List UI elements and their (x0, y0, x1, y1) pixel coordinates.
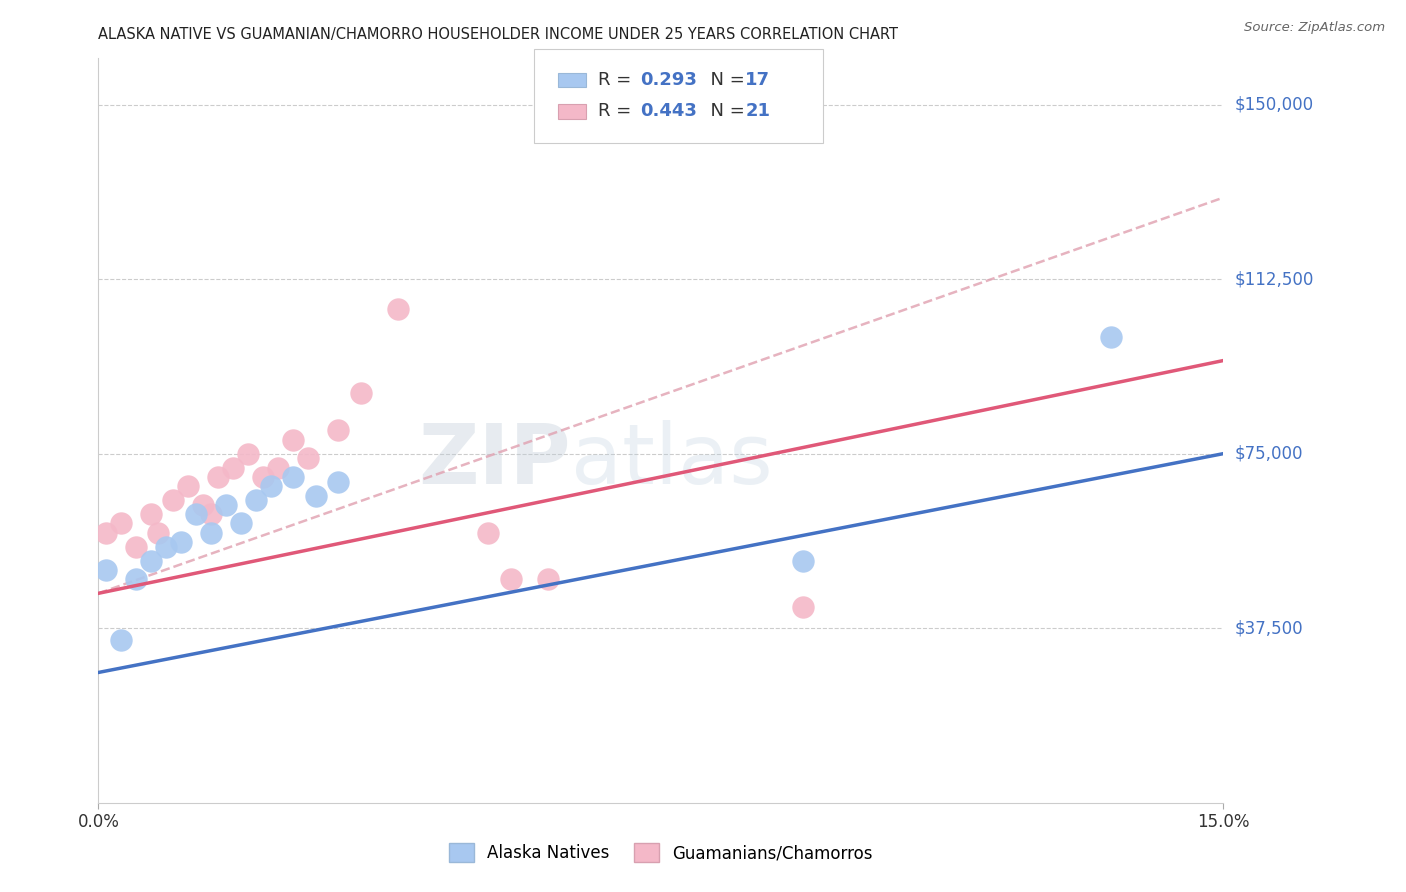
Text: 0.293: 0.293 (640, 71, 696, 89)
Point (252, 470, 274, 484)
Text: $150,000: $150,000 (1234, 95, 1313, 113)
Text: $112,500: $112,500 (1234, 270, 1313, 288)
Point (155, 540, 177, 554)
Point (170, 535, 193, 549)
Point (328, 475, 350, 489)
Text: N =: N = (699, 103, 751, 120)
Point (200, 525, 222, 540)
Point (1099, 330, 1122, 344)
Point (792, 600, 814, 615)
Text: Source: ZipAtlas.com: Source: ZipAtlas.com (1244, 21, 1385, 34)
Point (177, 479, 200, 493)
Point (238, 447, 260, 461)
Point (148, 525, 170, 540)
Point (305, 489, 328, 503)
Point (207, 470, 229, 484)
Point (477, 525, 499, 540)
Text: R =: R = (598, 71, 637, 89)
Point (283, 433, 305, 447)
Point (125, 540, 148, 554)
Point (387, 302, 409, 317)
Point (297, 451, 319, 466)
Text: 0.443: 0.443 (640, 103, 696, 120)
Text: 21: 21 (745, 103, 770, 120)
Point (94, 525, 117, 540)
Text: $75,000: $75,000 (1234, 445, 1303, 463)
Point (125, 573, 148, 587)
Point (193, 498, 215, 512)
Text: atlas: atlas (571, 419, 772, 500)
Text: ZIP: ZIP (419, 419, 571, 500)
Text: ALASKA NATIVE VS GUAMANIAN/CHAMORRO HOUSEHOLDER INCOME UNDER 25 YEARS CORRELATIO: ALASKA NATIVE VS GUAMANIAN/CHAMORRO HOUS… (98, 27, 898, 42)
Point (139, 507, 162, 521)
Point (260, 479, 283, 493)
Point (162, 493, 184, 508)
Text: N =: N = (699, 71, 751, 89)
Point (267, 460, 290, 475)
Point (215, 498, 238, 512)
Point (499, 573, 522, 587)
Point (110, 632, 132, 647)
Point (229, 516, 252, 531)
Legend: Alaska Natives, Guamanians/Chamorros: Alaska Natives, Guamanians/Chamorros (441, 837, 880, 869)
Point (283, 470, 305, 484)
Point (94, 563, 117, 577)
Text: 17: 17 (745, 71, 770, 89)
Point (328, 423, 350, 437)
Point (792, 554, 814, 568)
Text: R =: R = (598, 103, 637, 120)
Point (222, 460, 245, 475)
Point (537, 573, 560, 587)
Point (200, 507, 222, 521)
Text: $37,500: $37,500 (1234, 619, 1303, 637)
Point (350, 386, 373, 401)
Point (110, 516, 132, 531)
Point (139, 554, 162, 568)
Point (245, 493, 267, 508)
Point (184, 507, 207, 521)
